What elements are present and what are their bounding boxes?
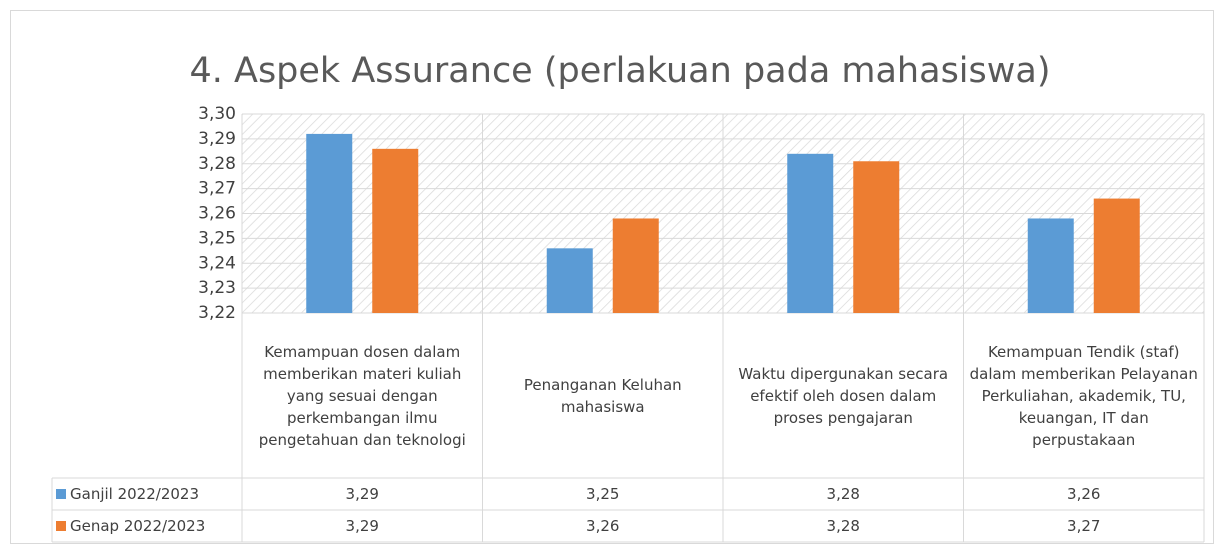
bar bbox=[372, 148, 419, 313]
bar bbox=[546, 248, 593, 313]
y-tick-label: 3,24 bbox=[198, 253, 236, 273]
table-value: 3,29 bbox=[345, 517, 379, 535]
table-value: 3,25 bbox=[586, 485, 620, 503]
bar bbox=[1093, 198, 1140, 313]
y-tick-label: 3,25 bbox=[198, 228, 236, 248]
y-tick-label: 3,29 bbox=[198, 129, 236, 149]
table-value: 3,27 bbox=[1067, 517, 1101, 535]
legend-swatch bbox=[56, 489, 66, 499]
table-value: 3,29 bbox=[345, 485, 379, 503]
y-tick-label: 3,27 bbox=[198, 179, 236, 199]
legend-label: Genap 2022/2023 bbox=[70, 517, 206, 535]
legend-swatch bbox=[56, 521, 66, 531]
table-value: 3,26 bbox=[586, 517, 620, 535]
table-value: 3,26 bbox=[1067, 485, 1101, 503]
bar bbox=[1027, 218, 1074, 313]
bar bbox=[306, 133, 353, 313]
bar bbox=[612, 218, 659, 313]
bar bbox=[787, 153, 834, 313]
legend-entry: Genap 2022/2023 bbox=[52, 510, 242, 542]
x-category-label: Kemampuan Tendik (staf) dalam memberikan… bbox=[969, 342, 1198, 449]
x-category-label: Waktu dipergunakan secara efektif oleh d… bbox=[738, 364, 949, 427]
y-tick-label: 3,22 bbox=[198, 303, 236, 323]
y-tick-label: 3,28 bbox=[198, 154, 236, 174]
chart-title: 4. Aspek Assurance (perlakuan pada mahas… bbox=[189, 51, 1050, 91]
bar bbox=[853, 161, 900, 313]
y-tick-label: 3,26 bbox=[198, 204, 236, 224]
y-tick-label: 3,23 bbox=[198, 278, 236, 298]
legend-label: Ganjil 2022/2023 bbox=[70, 485, 199, 503]
y-tick-label: 3,30 bbox=[198, 104, 236, 124]
table-value: 3,28 bbox=[826, 517, 860, 535]
x-category-label: Penanganan Keluhan mahasiswa bbox=[523, 375, 682, 416]
table-value: 3,28 bbox=[826, 485, 860, 503]
x-category-label: Kemampuan dosen dalam memberikan materi … bbox=[258, 342, 466, 449]
legend-entry: Ganjil 2022/2023 bbox=[52, 478, 242, 510]
